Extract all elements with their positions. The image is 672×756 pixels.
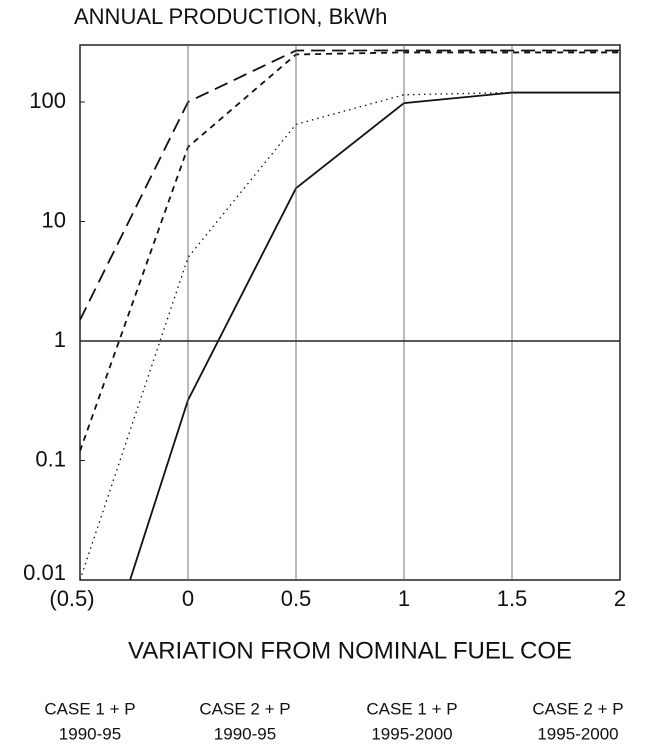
plot-frame bbox=[79, 44, 621, 581]
series-line bbox=[80, 51, 620, 452]
series-line bbox=[129, 91, 620, 580]
legend-label: CASE 1 + P bbox=[44, 699, 135, 718]
series-line bbox=[80, 49, 620, 321]
legend-label: CASE 1 + P bbox=[366, 699, 457, 718]
legend-period: 1990-95 bbox=[59, 724, 121, 743]
plot-area bbox=[80, 49, 620, 580]
series-line bbox=[80, 91, 620, 580]
x-tick-label: 0.5 bbox=[281, 586, 312, 611]
legend-period: 1990-95 bbox=[214, 724, 276, 743]
legend-label: CASE 2 + P bbox=[532, 699, 623, 718]
chart-title: ANNUAL PRODUCTION, BkWh bbox=[74, 4, 387, 29]
y-tick-label: 100 bbox=[29, 88, 66, 113]
y-tick-label: 0.01 bbox=[23, 560, 66, 585]
y-tick-label: 10 bbox=[42, 207, 66, 232]
y-tick-label: 0.1 bbox=[35, 446, 66, 471]
legend-label: CASE 2 + P bbox=[199, 699, 290, 718]
legend-period: 1995-2000 bbox=[537, 724, 618, 743]
x-tick-label: 1.5 bbox=[497, 586, 528, 611]
x-tick-label: 0 bbox=[182, 586, 194, 611]
x-tick-label: 1 bbox=[398, 586, 410, 611]
x-tick-label: (0.5) bbox=[49, 586, 94, 611]
legend-period: 1995-2000 bbox=[371, 724, 452, 743]
y-tick-label: 1 bbox=[54, 327, 66, 352]
x-axis-label: VARIATION FROM NOMINAL FUEL COE bbox=[128, 637, 572, 664]
x-tick-label: 2 bbox=[614, 586, 626, 611]
